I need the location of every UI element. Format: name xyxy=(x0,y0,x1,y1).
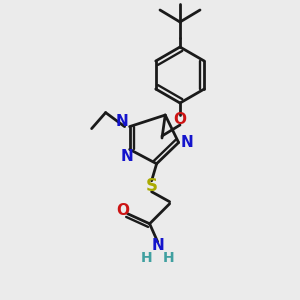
Text: N: N xyxy=(151,238,164,253)
Text: H: H xyxy=(141,251,152,265)
Text: N: N xyxy=(115,114,128,129)
Text: S: S xyxy=(146,177,158,195)
Text: O: O xyxy=(116,203,129,218)
Text: N: N xyxy=(120,149,133,164)
Text: H: H xyxy=(163,251,174,265)
Text: O: O xyxy=(173,112,187,128)
Text: N: N xyxy=(180,135,193,150)
